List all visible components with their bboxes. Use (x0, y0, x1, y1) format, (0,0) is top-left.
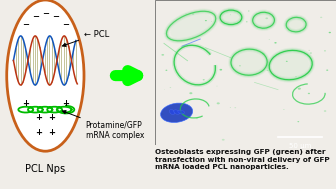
Text: +: + (22, 99, 29, 108)
Ellipse shape (217, 102, 220, 104)
Text: Protamine/GFP
mRNA complex: Protamine/GFP mRNA complex (62, 111, 144, 140)
Text: +: + (49, 128, 55, 137)
Text: −: − (32, 12, 39, 22)
Ellipse shape (324, 110, 326, 112)
Ellipse shape (326, 70, 328, 71)
Ellipse shape (286, 61, 288, 62)
Ellipse shape (178, 110, 184, 114)
Ellipse shape (310, 52, 312, 54)
Ellipse shape (192, 13, 194, 15)
Text: PCL Nps: PCL Nps (25, 164, 66, 174)
Text: +: + (35, 113, 42, 122)
Text: 50 μm: 50 μm (289, 143, 311, 149)
Ellipse shape (189, 92, 193, 94)
Ellipse shape (222, 11, 240, 23)
Ellipse shape (161, 103, 193, 122)
Ellipse shape (164, 89, 165, 90)
Ellipse shape (7, 0, 84, 151)
Ellipse shape (161, 113, 164, 115)
Text: ← PCL: ← PCL (62, 29, 109, 46)
Ellipse shape (165, 70, 167, 71)
Ellipse shape (308, 93, 310, 94)
Ellipse shape (205, 20, 207, 21)
Text: +: + (62, 99, 69, 108)
Text: +: + (49, 113, 55, 122)
Ellipse shape (203, 79, 205, 80)
Ellipse shape (174, 110, 180, 114)
Ellipse shape (295, 76, 297, 77)
Ellipse shape (222, 139, 225, 141)
Ellipse shape (308, 50, 310, 51)
Ellipse shape (329, 32, 331, 33)
Ellipse shape (230, 107, 231, 108)
Ellipse shape (219, 69, 222, 70)
Ellipse shape (239, 65, 241, 66)
Text: +: + (35, 128, 42, 137)
Ellipse shape (298, 88, 301, 90)
Ellipse shape (266, 70, 268, 71)
Ellipse shape (235, 107, 236, 108)
Text: −: − (52, 12, 59, 22)
Ellipse shape (320, 17, 322, 18)
Ellipse shape (262, 53, 264, 54)
Ellipse shape (196, 118, 198, 119)
Text: Osteoblasts expressing GFP (green) after
transfection with non-viral delivery of: Osteoblasts expressing GFP (green) after… (155, 149, 330, 170)
Ellipse shape (169, 109, 175, 115)
Text: −: − (42, 9, 49, 18)
Text: −: − (62, 20, 69, 29)
Text: −: − (22, 20, 29, 29)
Ellipse shape (272, 53, 309, 77)
Ellipse shape (269, 39, 270, 40)
Ellipse shape (324, 50, 326, 51)
Ellipse shape (246, 21, 248, 22)
Ellipse shape (265, 17, 268, 19)
Ellipse shape (161, 54, 164, 56)
Ellipse shape (211, 21, 212, 22)
Ellipse shape (248, 11, 249, 12)
Ellipse shape (274, 42, 277, 43)
Ellipse shape (297, 121, 299, 122)
Ellipse shape (216, 86, 218, 87)
Ellipse shape (170, 87, 171, 88)
Ellipse shape (283, 109, 285, 110)
